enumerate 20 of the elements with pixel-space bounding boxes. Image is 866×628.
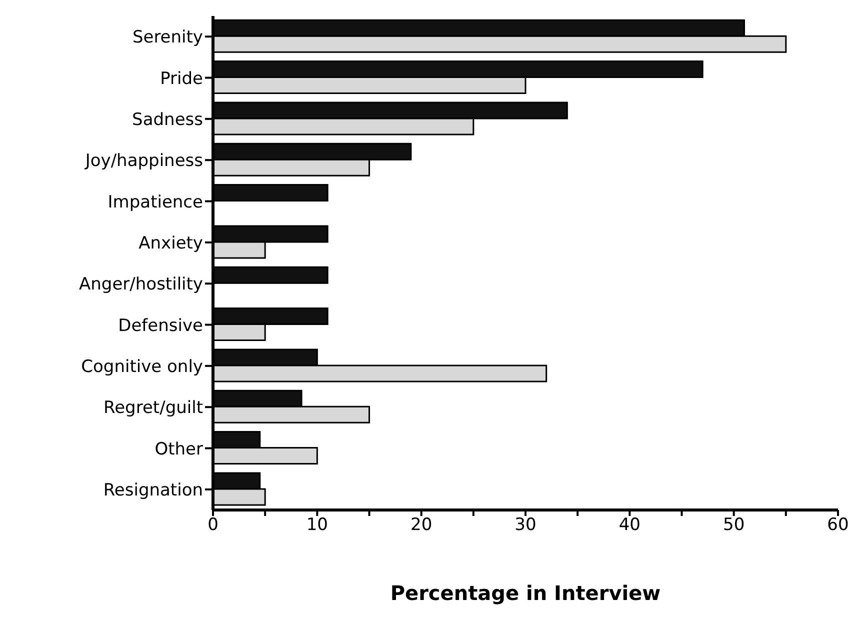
y-tick-label: Anger/hostility xyxy=(79,274,203,295)
y-tick-label: Pride xyxy=(160,68,203,89)
x-axis-title: Percentage in Interview xyxy=(390,581,661,605)
y-tick-label: Cognitive only xyxy=(81,356,203,377)
y-tick-label: Other xyxy=(154,439,203,460)
x-tick-label: 40 xyxy=(618,515,640,536)
y-tick-label: Defensive xyxy=(118,316,203,336)
y-tick-label: Serenity xyxy=(132,28,203,48)
x-tick-label: 0 xyxy=(208,515,218,536)
x-tick-label: 10 xyxy=(306,515,328,536)
y-tick-label: Joy/happiness xyxy=(84,151,204,172)
y-tick-label: Regret/guilt xyxy=(104,398,204,418)
x-tick-label: 50 xyxy=(723,515,745,536)
x-tick-label: 20 xyxy=(410,515,432,536)
x-tick-label: 30 xyxy=(514,515,536,536)
x-tick-label: 60 xyxy=(827,515,849,536)
y-tick-label: Impatience xyxy=(108,192,203,212)
y-tick-label: Anxiety xyxy=(138,233,203,254)
y-tick-label: Sadness xyxy=(132,110,204,130)
y-tick-label: Resignation xyxy=(103,480,203,500)
